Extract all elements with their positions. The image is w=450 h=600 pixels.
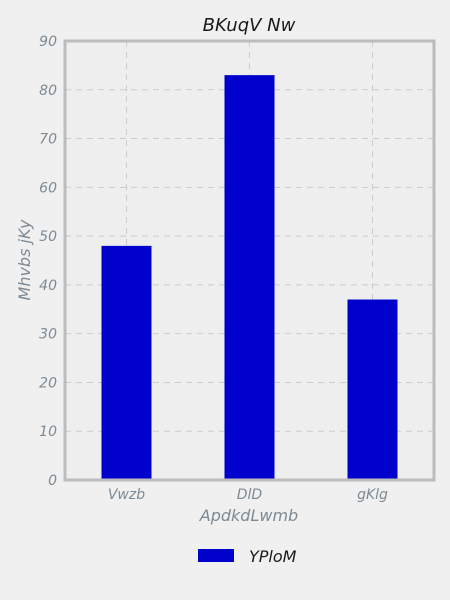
y-tick-label: 40 (39, 278, 57, 294)
y-tick-label: 20 (39, 375, 57, 391)
y-tick-label: 80 (39, 83, 57, 99)
x-tick-label: Vwzb (108, 487, 145, 503)
x-axis-ticks: Vwzb DlD gKlg (108, 487, 388, 503)
x-tick-label: gKlg (357, 487, 388, 503)
y-tick-label: 30 (39, 327, 57, 343)
bars (101, 75, 398, 481)
y-axis-label: Mhvbs jKy (15, 219, 34, 301)
y-tick-label: 70 (39, 132, 57, 148)
bar-dld (224, 75, 275, 481)
y-tick-label: 90 (39, 34, 57, 50)
y-tick-label: 60 (39, 180, 57, 196)
legend-swatch (198, 549, 234, 562)
y-tick-label: 0 (48, 473, 57, 489)
chart-title: BKuqV Nw (203, 15, 296, 36)
plot-frame (63, 39, 436, 482)
y-axis-ticks: 0 10 20 30 40 50 60 70 80 90 (39, 34, 57, 489)
legend-label: YPloM (249, 547, 297, 566)
y-tick-label: 10 (39, 424, 57, 440)
bar-gklg (347, 299, 398, 480)
x-tick-label: DlD (237, 487, 263, 503)
x-axis-label: ApdkdLwmb (199, 506, 298, 525)
legend: YPloM (198, 547, 297, 566)
bar-vwzb (101, 245, 152, 480)
y-tick-label: 50 (39, 229, 57, 245)
